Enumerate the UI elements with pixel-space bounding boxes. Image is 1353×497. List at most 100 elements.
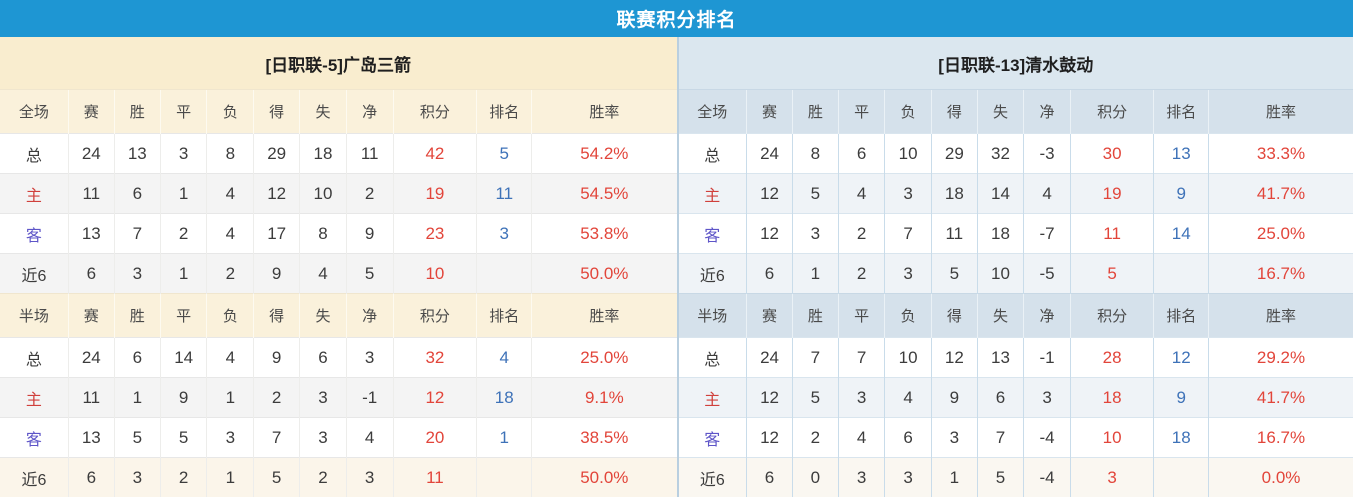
stat-cell: 2 [345, 173, 393, 214]
win-rate-cell: 33.3% [1208, 133, 1353, 174]
stat-cell: 6 [67, 457, 115, 497]
stat-cell: 2 [159, 213, 207, 254]
row-label: 近6 [0, 253, 69, 294]
stat-cell: 11 [930, 213, 978, 254]
win-rate-cell: 29.2% [1208, 337, 1353, 378]
section-label-full: 全场 [0, 89, 69, 134]
win-rate-cell: 53.8% [531, 213, 677, 254]
stat-cell: 6 [113, 173, 161, 214]
team-panels: [日职联-5]广岛三箭 全场 赛 胜 平 负 得 失 净 积分 排 [0, 37, 1353, 497]
row-label: 主 [0, 377, 69, 418]
stat-cell: 3 [884, 457, 932, 497]
stat-cell: 4 [1023, 173, 1071, 214]
win-rate-cell: 0.0% [1208, 457, 1353, 497]
points-cell: 3 [1069, 457, 1154, 497]
rank-cell [1153, 253, 1209, 294]
stats-table-home: 全场 赛 胜 平 负 得 失 净 积分 排名 胜率 总 24 13 3 [0, 89, 677, 497]
stat-cell: 12 [746, 377, 793, 418]
points-cell: 19 [1069, 173, 1154, 214]
stat-cell: 7 [884, 213, 932, 254]
stat-cell: -4 [1023, 457, 1071, 497]
stat-cell: 13 [976, 337, 1024, 378]
points-cell: 18 [1069, 377, 1154, 418]
stat-cell: 5 [345, 253, 393, 294]
rank-cell: 13 [1153, 133, 1209, 174]
stat-cell: 18 [976, 213, 1024, 254]
row-label: 总 [0, 133, 69, 174]
stat-cell: 6 [299, 337, 347, 378]
stat-cell: 5 [791, 377, 839, 418]
stat-cell: 7 [113, 213, 161, 254]
stat-cell: 9 [930, 377, 978, 418]
team-name-home: [日职联-5]广岛三箭 [0, 37, 677, 89]
row-label: 主 [0, 173, 69, 214]
points-cell: 11 [392, 457, 477, 497]
win-rate-cell: 16.7% [1208, 253, 1353, 294]
stat-cell: 11 [67, 173, 115, 214]
col-header-points: 积分 [1069, 293, 1154, 338]
stat-cell: 5 [976, 457, 1024, 497]
team-name-away: [日职联-13]清水鼓动 [678, 37, 1353, 89]
stat-cell: 24 [67, 337, 115, 378]
points-cell: 20 [392, 417, 477, 458]
table-row-total: 总 24 8 6 10 29 32 -3 30 13 33.3% [678, 133, 1353, 174]
points-cell: 30 [1069, 133, 1154, 174]
stat-cell: 32 [976, 133, 1024, 174]
table-row-home: 主 12 5 4 3 18 14 4 19 9 41.7% [678, 173, 1353, 214]
stat-cell: 13 [67, 213, 115, 254]
stat-cell: 2 [837, 253, 885, 294]
stat-cell: 29 [930, 133, 978, 174]
col-header-rank: 排名 [1153, 89, 1209, 134]
stat-cell: 2 [837, 213, 885, 254]
col-header-rank: 排名 [476, 89, 532, 134]
stat-cell: 3 [206, 417, 254, 458]
col-header-matches: 赛 [746, 89, 793, 134]
col-header-points: 积分 [392, 89, 477, 134]
row-label: 总 [678, 133, 747, 174]
half-match-header-row: 半场 赛 胜 平 负 得 失 净 积分 排名 胜率 [678, 293, 1353, 338]
points-cell: 5 [1069, 253, 1154, 294]
team-panel-home: [日职联-5]广岛三箭 全场 赛 胜 平 负 得 失 净 积分 排 [0, 37, 677, 497]
stat-cell: 0 [791, 457, 839, 497]
table-row-home: 主 11 6 1 4 12 10 2 19 11 54.5% [0, 173, 677, 214]
stat-cell: -5 [1023, 253, 1071, 294]
stat-cell: 2 [299, 457, 347, 497]
stat-cell: 3 [299, 377, 347, 418]
win-rate-cell: 16.7% [1208, 417, 1353, 458]
stat-cell: 4 [837, 173, 885, 214]
col-header-goals-for: 得 [253, 89, 300, 134]
stat-cell: 6 [837, 133, 885, 174]
row-label: 近6 [0, 457, 69, 497]
stat-cell: 9 [345, 213, 393, 254]
stat-cell: 1 [930, 457, 978, 497]
col-header-points: 积分 [392, 293, 477, 338]
stat-cell: 4 [299, 253, 347, 294]
stat-cell: 29 [253, 133, 300, 174]
stat-cell: 4 [837, 417, 885, 458]
rank-cell: 4 [476, 337, 532, 378]
col-header-points: 积分 [1069, 89, 1154, 134]
win-rate-cell: 25.0% [531, 337, 677, 378]
col-header-wins: 胜 [791, 89, 839, 134]
col-header-goals-for: 得 [930, 293, 978, 338]
row-label: 客 [0, 213, 69, 254]
stat-cell: 8 [206, 133, 254, 174]
col-header-goals-for: 得 [253, 293, 300, 338]
rank-cell: 9 [1153, 377, 1209, 418]
row-label: 总 [0, 337, 69, 378]
win-rate-cell: 25.0% [1208, 213, 1353, 254]
stat-cell: 6 [976, 377, 1024, 418]
stat-cell: 3 [299, 417, 347, 458]
col-header-win-rate: 胜率 [1208, 293, 1353, 338]
table-row-away: 客 13 5 5 3 7 3 4 20 1 38.5% [0, 417, 677, 458]
stat-cell: 13 [113, 133, 161, 174]
col-header-draws: 平 [837, 293, 885, 338]
stat-cell: 3 [113, 253, 161, 294]
points-cell: 10 [392, 253, 477, 294]
win-rate-cell: 50.0% [531, 457, 677, 497]
stat-cell: 6 [746, 457, 793, 497]
stat-cell: 6 [113, 337, 161, 378]
stats-table-away: 全场 赛 胜 平 负 得 失 净 积分 排名 胜率 总 24 8 6 [678, 89, 1353, 497]
col-header-win-rate: 胜率 [531, 293, 677, 338]
